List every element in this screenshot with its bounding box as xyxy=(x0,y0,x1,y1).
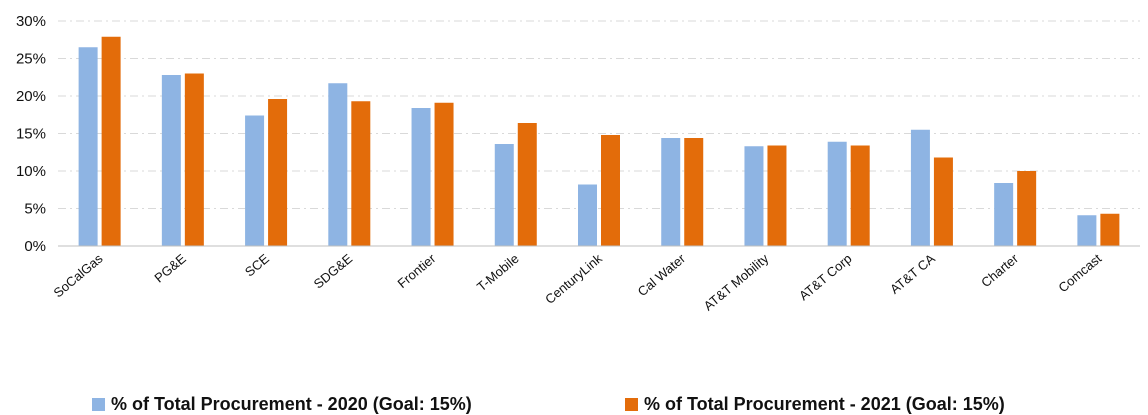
gridlines xyxy=(58,20,1140,209)
bar-2021 xyxy=(184,73,204,246)
legend-label-2021: % of Total Procurement - 2021 (Goal: 15%… xyxy=(644,394,1005,414)
bar-2021 xyxy=(601,135,620,246)
x-tick-label: Frontier xyxy=(395,250,439,291)
y-tick-label: 15% xyxy=(16,126,46,143)
legend-swatch-2020 xyxy=(92,398,105,411)
bar-2021 xyxy=(517,123,537,246)
legend: % of Total Procurement - 2020 (Goal: 15%… xyxy=(0,394,1148,414)
y-tick-label: 10% xyxy=(16,163,46,180)
x-tick-label: AT&T CA xyxy=(887,251,938,297)
x-tick-label: SCE xyxy=(242,251,272,280)
bar-2021 xyxy=(268,99,288,246)
bar-2021 xyxy=(434,102,454,246)
bar-2020 xyxy=(328,83,348,246)
bar-2021 xyxy=(684,138,704,246)
bars xyxy=(78,36,1120,246)
x-tick-label: AT&T Corp xyxy=(796,251,855,304)
bar-2020 xyxy=(827,141,847,246)
x-axis: SoCalGas PG&E SCE SDG&E Frontier T-Mobile Cent… xyxy=(51,250,1105,313)
x-tick-label: Cal Water xyxy=(635,250,689,299)
bar-2021 xyxy=(351,101,371,246)
x-tick-label: SoCalGas xyxy=(51,250,106,300)
bar-2021 xyxy=(933,157,953,246)
legend-item-2020: % of Total Procurement - 2020 (Goal: 15%… xyxy=(92,394,472,415)
bar-2020 xyxy=(744,146,764,246)
bar-2020 xyxy=(910,129,930,246)
bar-2020 xyxy=(661,138,681,246)
bar-2021 xyxy=(101,36,121,246)
bar-2020 xyxy=(994,183,1014,246)
bar-2020 xyxy=(1077,215,1097,246)
bar-2021 xyxy=(850,145,870,246)
bar-2020 xyxy=(578,184,597,246)
x-tick-label: CenturyLink xyxy=(542,250,605,306)
x-tick-label: SDG&E xyxy=(311,251,356,292)
x-tick-label: AT&T Mobility xyxy=(701,250,772,313)
y-tick-label: 25% xyxy=(16,51,46,68)
x-tick-label: Comcast xyxy=(1055,251,1104,296)
bar-2021 xyxy=(1100,213,1120,246)
legend-swatch-2021 xyxy=(625,398,638,411)
legend-label-2020: % of Total Procurement - 2020 (Goal: 15%… xyxy=(111,394,472,414)
bar-chart: 0% 5% 10% 15% 20% 25% 30% SoCalGas PG&E SCE SDG&E… xyxy=(16,13,1140,314)
y-tick-label: 0% xyxy=(24,238,46,255)
x-tick-label: T-Mobile xyxy=(474,251,522,295)
y-tick-label: 5% xyxy=(24,201,46,218)
x-tick-label: Charter xyxy=(978,250,1021,290)
legend-item-2021: % of Total Procurement - 2021 (Goal: 15%… xyxy=(625,394,1005,415)
bar-2020 xyxy=(161,75,181,246)
bar-2021 xyxy=(767,145,787,246)
bar-2020 xyxy=(245,115,265,246)
bar-2020 xyxy=(411,108,431,246)
y-tick-label: 20% xyxy=(16,88,46,105)
bar-2020 xyxy=(494,144,514,246)
y-axis: 0% 5% 10% 15% 20% 25% 30% xyxy=(16,13,46,255)
y-tick-label: 30% xyxy=(16,13,46,30)
x-tick-label: PG&E xyxy=(151,251,189,286)
bar-2020 xyxy=(78,47,98,246)
bar-2021 xyxy=(1017,171,1037,246)
